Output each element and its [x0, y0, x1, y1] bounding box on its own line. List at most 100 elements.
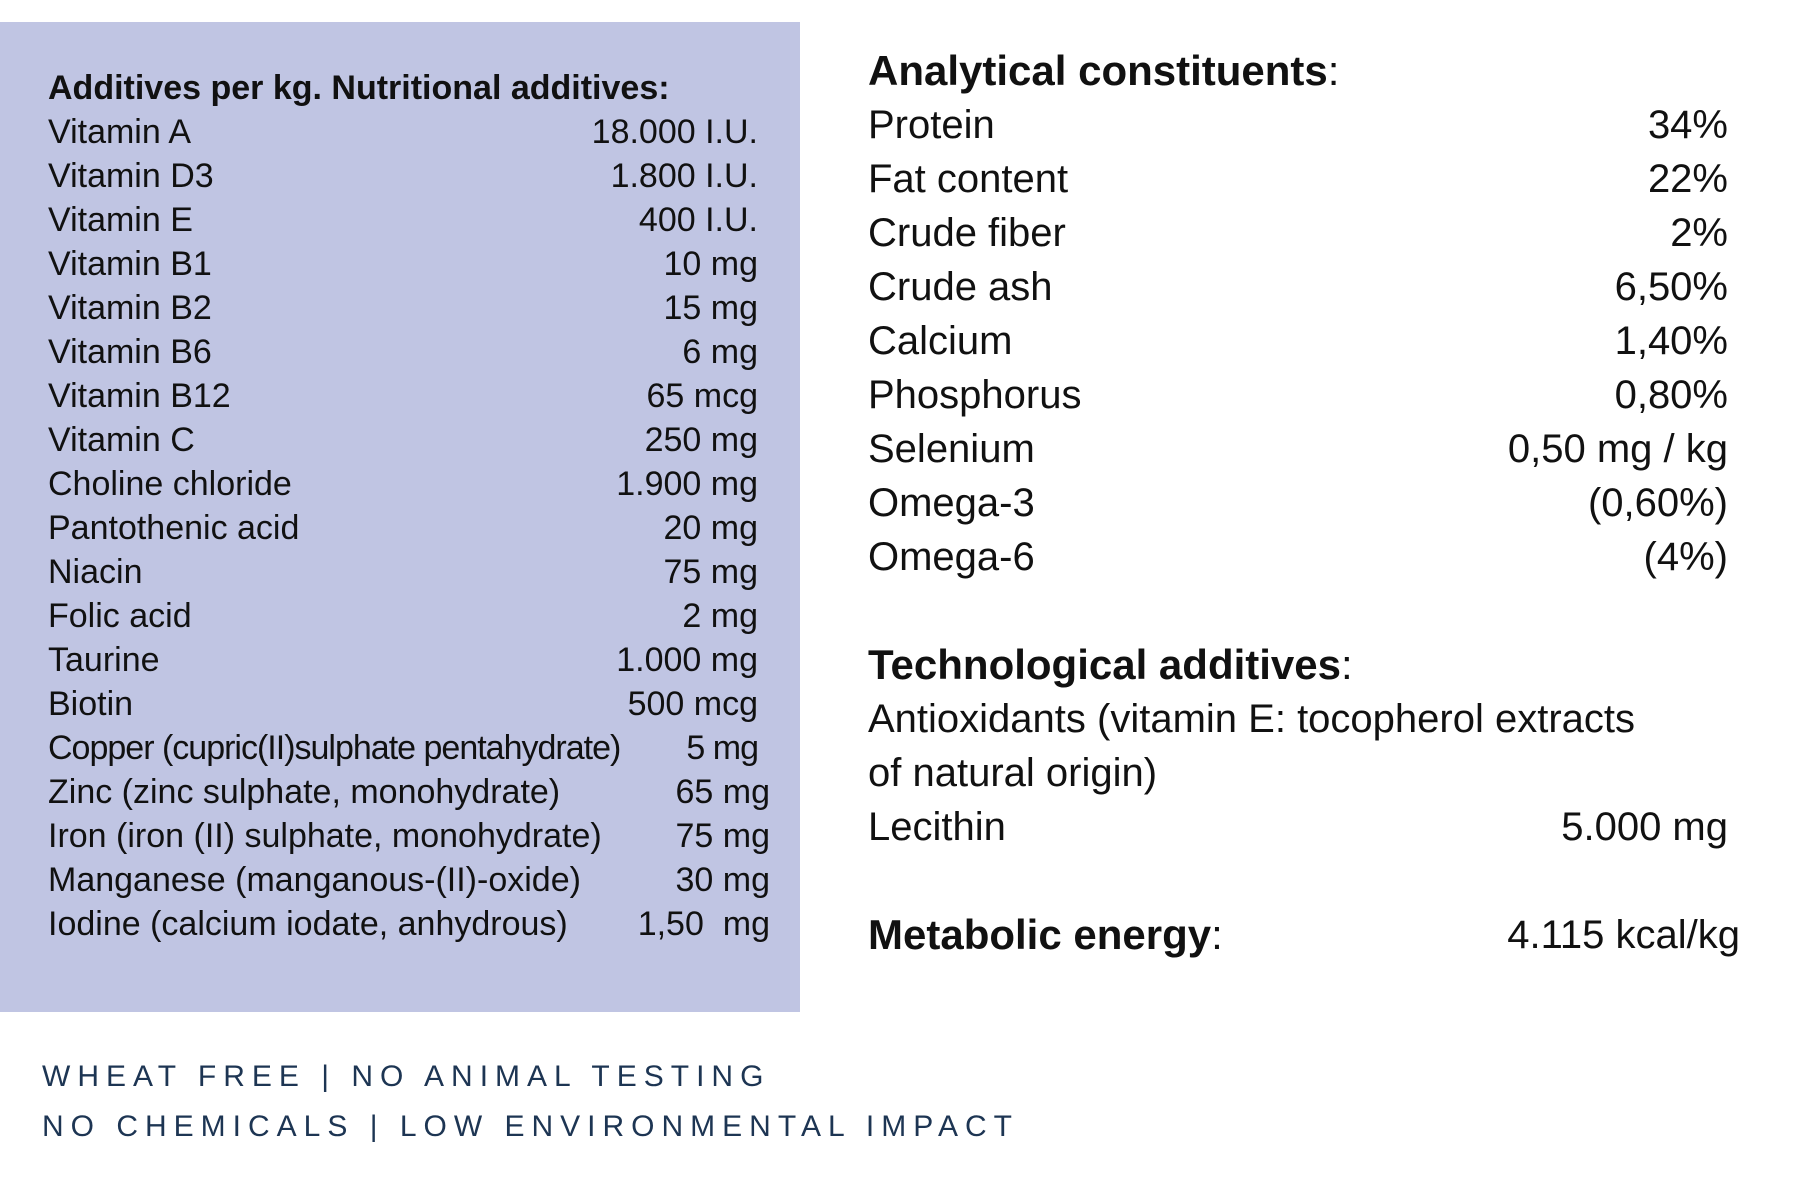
additive-value: 75 mg — [663, 553, 759, 591]
additive-label: Vitamin B12 — [48, 377, 231, 415]
constituent-label: Omega-3 — [868, 481, 1035, 525]
constituent-value: 22% — [1647, 157, 1728, 201]
additive-label: Zinc (zinc sulphate, monohydrate) — [48, 773, 561, 811]
additive-row: Vitamin E 400 I.U. — [48, 198, 758, 242]
footer-line-2: NO CHEMICALS | LOW ENVIRONMENTAL IMPACT — [42, 1110, 1019, 1143]
additive-row: Vitamin C 250 mg — [48, 418, 758, 462]
constituent-row: Calcium 1,40% — [868, 314, 1728, 368]
additive-label: Folic acid — [48, 597, 192, 635]
additive-label: Biotin — [48, 685, 134, 723]
additive-row: Folic acid 2 mg — [48, 594, 758, 638]
antioxidants-line-2: of natural origin) — [868, 751, 1158, 795]
additive-label: Pantothenic acid — [48, 509, 300, 547]
right-column: Analytical constituents: Protein 34% Fat … — [868, 44, 1740, 962]
metabolic-energy-colon: : — [1211, 911, 1223, 958]
additive-label: Vitamin D3 — [48, 157, 214, 195]
metabolic-energy-label-wrap: Metabolic energy: — [868, 908, 1223, 962]
additive-label: Niacin — [48, 553, 143, 591]
nutritional-additives-list: Additives per kg. Nutritional additives:… — [48, 66, 770, 946]
additive-row: Vitamin B2 15 mg — [48, 286, 758, 330]
additive-label: Vitamin C — [48, 421, 195, 459]
additive-value: 1.000 mg — [616, 641, 758, 679]
additive-value: 400 I.U. — [638, 201, 758, 239]
additive-value: 30 mg — [675, 861, 771, 899]
additive-value: 6 mg — [682, 333, 758, 371]
lecithin-value: 5.000 mg — [1561, 805, 1728, 849]
additive-row: Vitamin B1 10 mg — [48, 242, 758, 286]
constituent-row: Omega-6 (4%) — [868, 530, 1728, 584]
additive-row: Taurine 1.000 mg — [48, 638, 758, 682]
additive-label: Iron (iron (II) sulphate, monohydrate) — [48, 817, 602, 855]
constituent-row: Phosphorus 0,80% — [868, 368, 1728, 422]
footer-claims: WHEAT FREE | NO ANIMAL TESTING NO CHEMIC… — [42, 1052, 1019, 1152]
additive-value: 18.000 I.U. — [591, 113, 758, 151]
constituent-row: Omega-3 (0,60%) — [868, 476, 1728, 530]
technological-colon: : — [1341, 641, 1353, 688]
additive-value: 15 mg — [663, 289, 759, 327]
additive-value: 1.900 mg — [616, 465, 758, 503]
additive-label: Iodine (calcium iodate, anhydrous) — [48, 905, 568, 943]
lecithin-row: Lecithin 5.000 mg — [868, 800, 1728, 854]
additive-row: Biotin 500 mcg — [48, 682, 758, 726]
constituent-value: 34% — [1647, 103, 1728, 147]
additives-title: Additives per kg. Nutritional additives: — [48, 69, 670, 107]
constituent-label: Protein — [868, 103, 995, 147]
additive-label: Manganese (manganous-(II)-oxide) — [48, 861, 581, 899]
additive-label: Copper (cupric(II)sulphate pentahydrate) — [48, 729, 621, 767]
constituent-label: Phosphorus — [868, 373, 1082, 417]
metabolic-energy-row: Metabolic energy: 4.115 kcal/kg — [868, 908, 1740, 962]
lecithin-label: Lecithin — [868, 805, 1006, 849]
antioxidants-line-1: Antioxidants (vitamin E: tocopherol extr… — [868, 697, 1636, 741]
additive-label: Taurine — [48, 641, 160, 679]
section-spacer — [868, 584, 1728, 638]
additive-row: Vitamin B12 65 mcg — [48, 374, 758, 418]
additive-row: Vitamin D3 1.800 I.U. — [48, 154, 758, 198]
nutritional-additives-panel: Additives per kg. Nutritional additives:… — [0, 22, 800, 1012]
additive-row: Copper (cupric(II)sulphate pentahydrate)… — [48, 726, 759, 770]
constituent-value: (4%) — [1643, 535, 1728, 579]
constituent-value: 0,80% — [1614, 373, 1728, 417]
constituent-value: 0,50 mg / kg — [1507, 427, 1728, 471]
constituent-value: 6,50% — [1614, 265, 1728, 309]
constituent-row: Crude ash 6,50% — [868, 260, 1728, 314]
additive-row: Zinc (zinc sulphate, monohydrate) 65 mg — [48, 770, 770, 814]
additive-value: 1,50 mg — [637, 905, 770, 943]
additive-value: 75 mg — [675, 817, 771, 855]
additive-label: Vitamin B1 — [48, 245, 212, 283]
constituent-row: Fat content 22% — [868, 152, 1728, 206]
constituent-value: 1,40% — [1614, 319, 1728, 363]
additive-value: 65 mcg — [646, 377, 759, 415]
technological-title: Technological additives — [868, 641, 1341, 688]
section-spacer — [868, 854, 1728, 908]
additive-label: Choline chloride — [48, 465, 292, 503]
additive-label: Vitamin B2 — [48, 289, 212, 327]
constituent-row: Protein 34% — [868, 98, 1728, 152]
additive-label: Vitamin B6 — [48, 333, 212, 371]
additive-value: 2 mg — [682, 597, 758, 635]
footer-line-1: WHEAT FREE | NO ANIMAL TESTING — [42, 1060, 771, 1093]
constituent-label: Fat content — [868, 157, 1069, 201]
additive-value: 10 mg — [663, 245, 759, 283]
additive-row: Choline chloride 1.900 mg — [48, 462, 758, 506]
constituent-label: Crude ash — [868, 265, 1053, 309]
constituent-label: Calcium — [868, 319, 1013, 363]
additive-value: 250 mg — [644, 421, 758, 459]
technological-additives-heading: Technological additives: — [868, 638, 1728, 692]
additive-row: Vitamin B6 6 mg — [48, 330, 758, 374]
additive-label: Vitamin E — [48, 201, 193, 239]
analytical-title: Analytical constituents — [868, 47, 1328, 94]
additive-row: Manganese (manganous-(II)-oxide) 30 mg — [48, 858, 770, 902]
constituent-value: 2% — [1670, 211, 1728, 255]
additive-value: 20 mg — [663, 509, 759, 547]
additive-row: Iron (iron (II) sulphate, monohydrate) 75… — [48, 814, 770, 858]
metabolic-energy-label: Metabolic energy — [868, 911, 1212, 958]
additive-row: Vitamin A 18.000 I.U. — [48, 110, 758, 154]
analytical-colon: : — [1327, 47, 1340, 94]
additive-value: 500 mcg — [627, 685, 758, 723]
additive-value: 65 mg — [675, 773, 771, 811]
constituent-row: Crude fiber 2% — [868, 206, 1728, 260]
additive-row: Iodine (calcium iodate, anhydrous) 1,50 m… — [48, 902, 770, 946]
analytical-constituents-heading: Analytical constituents: — [868, 44, 1728, 98]
constituent-label: Selenium — [868, 427, 1035, 471]
additive-row: Niacin 75 mg — [48, 550, 758, 594]
